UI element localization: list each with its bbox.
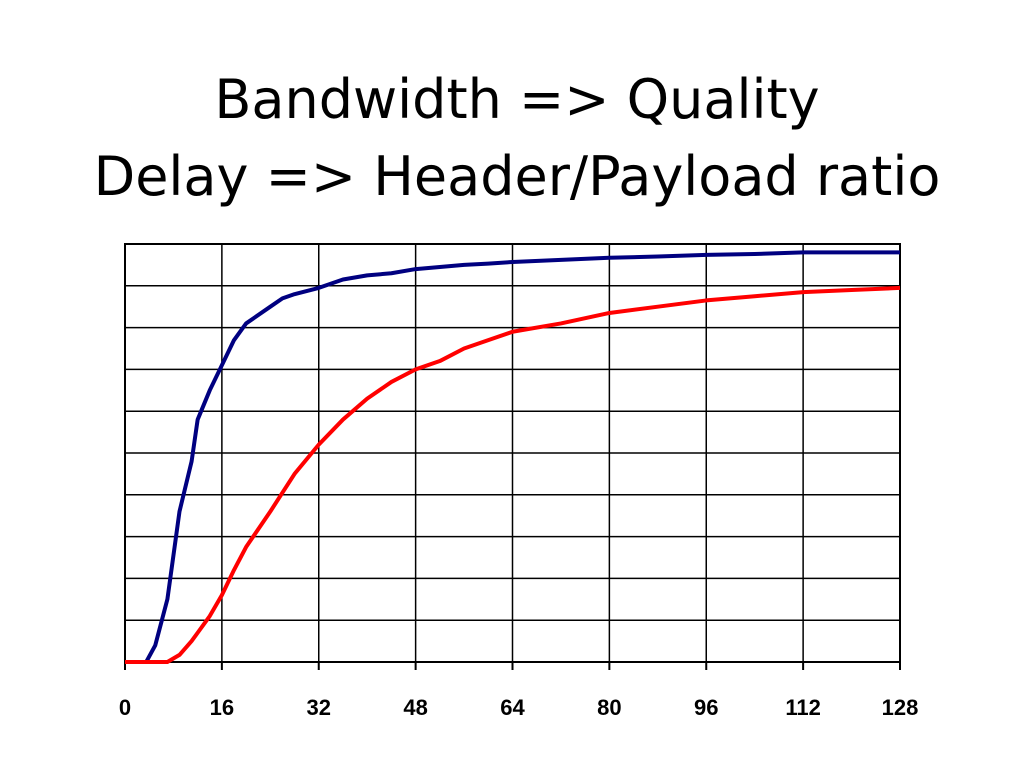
x-tick-label: 112 (785, 695, 821, 720)
title-line: Bandwidth => Quality (214, 68, 819, 131)
x-tick-label: 128 (882, 695, 919, 720)
data-line (125, 285, 901, 664)
title-line: Delay => Header/Payload ratio (94, 145, 941, 208)
x-tick-label: 0 (119, 695, 131, 720)
x-tick-label: 48 (403, 695, 427, 720)
x-tick-label: 64 (500, 695, 525, 720)
x-tick-label: 16 (210, 695, 234, 720)
x-tick-label: 96 (694, 695, 718, 720)
x-tick-label: 32 (307, 695, 331, 720)
x-tick-label: 80 (597, 695, 621, 720)
data-line (125, 250, 900, 664)
